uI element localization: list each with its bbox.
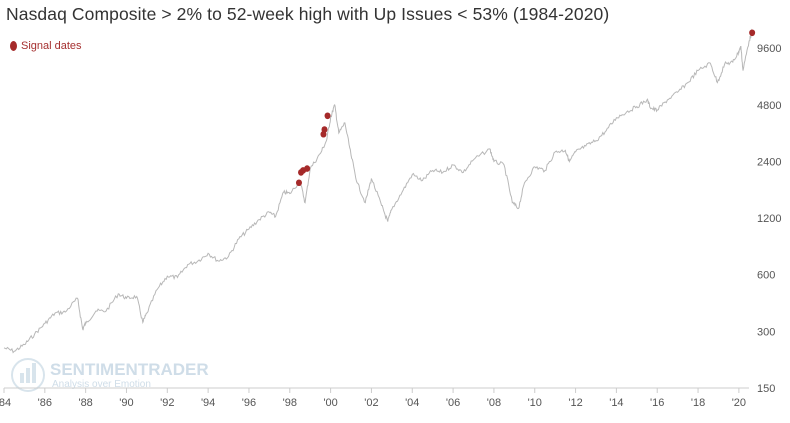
watermark-name: SENTIMENTRADER bbox=[50, 360, 209, 379]
x-tick-label: '04 bbox=[405, 397, 419, 409]
legend-label: Signal dates bbox=[21, 40, 82, 52]
x-tick-label: '10 bbox=[528, 397, 542, 409]
x-tick-label: '98 bbox=[283, 397, 297, 409]
x-axis: '84 '86 '88 '90 '92 '94 '96 '98 '00 '02 '04 '06 '08 '… bbox=[0, 388, 746, 409]
signal-point[interactable] bbox=[321, 126, 328, 133]
x-tick-label: '88 bbox=[78, 397, 92, 409]
signal-points bbox=[295, 29, 756, 187]
signal-point[interactable] bbox=[295, 179, 302, 187]
bar-chart-logo-icon bbox=[11, 358, 45, 392]
chart-title: Nasdaq Composite > 2% to 52-week high wi… bbox=[6, 4, 610, 24]
y-tick-label: 300 bbox=[757, 326, 775, 338]
x-tick-label: '06 bbox=[446, 397, 460, 409]
signal-point[interactable] bbox=[304, 165, 311, 172]
x-tick-label: '00 bbox=[323, 397, 337, 409]
y-tick-label: 4800 bbox=[757, 100, 781, 112]
legend-marker bbox=[10, 41, 17, 51]
y-tick-label: 150 bbox=[757, 383, 775, 395]
signal-point[interactable] bbox=[324, 112, 331, 120]
x-tick-label: '90 bbox=[119, 397, 133, 409]
watermark: SENTIMENTRADER Analysis over Emotion bbox=[11, 358, 209, 392]
x-tick-label: '96 bbox=[242, 397, 256, 409]
chart-legend[interactable]: Signal dates bbox=[10, 40, 82, 52]
x-tick-label: '14 bbox=[609, 397, 623, 409]
y-tick-label: 1200 bbox=[757, 213, 781, 225]
x-tick-label: '12 bbox=[568, 397, 582, 409]
y-tick-label: 9600 bbox=[757, 43, 781, 55]
signal-point[interactable] bbox=[749, 29, 756, 37]
x-tick-label: '08 bbox=[487, 397, 501, 409]
x-tick-label: '84 bbox=[0, 397, 11, 409]
watermark-tagline: Analysis over Emotion bbox=[52, 379, 151, 390]
x-tick-label: '92 bbox=[160, 397, 174, 409]
x-tick-label: '16 bbox=[650, 397, 664, 409]
y-tick-label: 600 bbox=[757, 270, 775, 282]
x-tick-label: '02 bbox=[364, 397, 378, 409]
x-tick-label: '86 bbox=[38, 397, 52, 409]
x-tick-label: '18 bbox=[691, 397, 705, 409]
y-tick-label: 2400 bbox=[757, 156, 781, 168]
nasdaq-series-line bbox=[3, 28, 753, 354]
x-tick-label: '94 bbox=[201, 397, 215, 409]
y-axis: 150 300 600 1200 2400 4800 9600 bbox=[757, 43, 781, 395]
x-tick-label: '20 bbox=[732, 397, 746, 409]
